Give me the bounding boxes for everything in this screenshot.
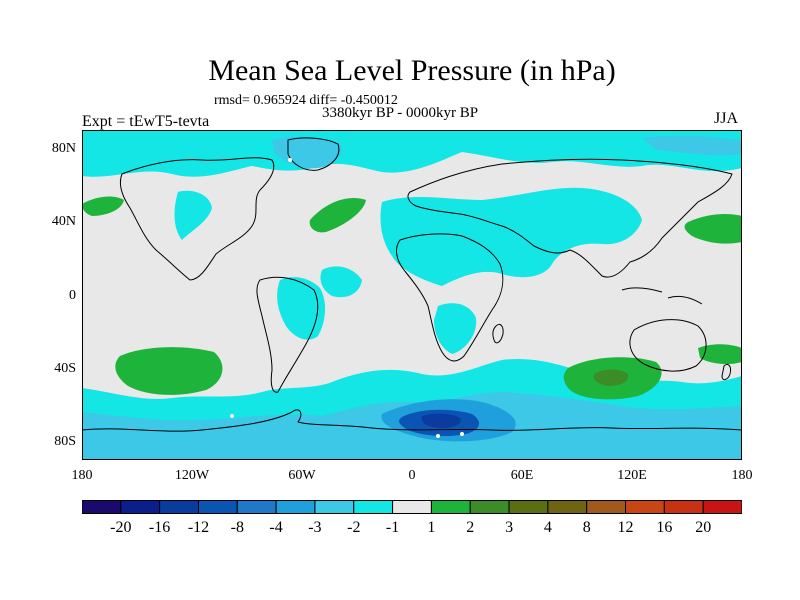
colorbar-label: 16 bbox=[656, 519, 673, 536]
coastline-australia bbox=[629, 319, 707, 372]
north-atlantic-high bbox=[309, 198, 366, 233]
noise-spots bbox=[230, 158, 464, 438]
colorbar-label: 1 bbox=[427, 519, 436, 536]
x-tick-label-60w: 60W bbox=[288, 468, 316, 483]
colorbar-swatch bbox=[469, 500, 510, 514]
colorbar-swatch bbox=[275, 500, 316, 514]
colorbar-label: 20 bbox=[695, 519, 712, 536]
colorbar-label: 3 bbox=[505, 519, 514, 536]
season-label: JJA bbox=[714, 110, 739, 127]
colorbar-swatch bbox=[547, 500, 588, 514]
noise-spot bbox=[288, 158, 292, 162]
colorbar-label: -20 bbox=[110, 519, 132, 536]
noise-spot bbox=[230, 414, 234, 418]
pressure-anomaly-map bbox=[82, 130, 742, 460]
x-tick-label-60e: 60E bbox=[510, 468, 534, 483]
colorbar-swatch bbox=[197, 500, 238, 514]
colorbar-swatch bbox=[353, 500, 394, 514]
colorbar-label: -3 bbox=[308, 519, 322, 536]
x-tick-label-120e: 120E bbox=[617, 468, 647, 483]
coastline-new-zealand bbox=[721, 363, 731, 381]
antarctic-low-deepest bbox=[421, 413, 461, 428]
colorbar-swatch bbox=[236, 500, 277, 514]
coastline-south-america bbox=[256, 276, 319, 393]
stats-text: rmsd= 0.965924 diff= -0.450012 bbox=[214, 93, 398, 108]
coastline-north-america bbox=[119, 157, 275, 281]
colorbar-label: -4 bbox=[269, 519, 283, 536]
x-tick-label-180e: 180 bbox=[731, 468, 753, 483]
colorbar-swatch bbox=[120, 500, 161, 514]
y-tick-label-equator: 0 bbox=[69, 288, 76, 303]
colorbar-swatch bbox=[392, 500, 432, 514]
colorbar-label: 4 bbox=[543, 519, 552, 536]
x-tick-label-0: 0 bbox=[408, 468, 416, 483]
colorbar-label: 12 bbox=[617, 519, 634, 536]
y-tick-label-40n: 40N bbox=[51, 214, 76, 229]
north-atlantic-low bbox=[174, 190, 212, 240]
y-tick-label-80n: 80N bbox=[51, 141, 76, 156]
colorbar-label: -12 bbox=[187, 519, 210, 536]
x-tick-label-180w: 180 bbox=[71, 468, 93, 483]
noise-spot bbox=[436, 434, 440, 438]
colorbar-swatch bbox=[586, 500, 627, 514]
south-pacific-high bbox=[115, 347, 223, 395]
colorbar-swatch bbox=[508, 500, 549, 514]
colorbar-label: -16 bbox=[148, 519, 171, 536]
colorbar-swatch bbox=[663, 500, 704, 514]
colorbar-label: -1 bbox=[385, 519, 400, 536]
colorbar-swatch bbox=[82, 500, 122, 514]
south-pacific-east-high bbox=[698, 344, 742, 365]
colorbar-label: -2 bbox=[347, 519, 361, 536]
colorbar-swatch bbox=[430, 500, 471, 514]
noise-spot bbox=[460, 432, 464, 436]
colorbar bbox=[82, 500, 742, 514]
colorbar-swatch bbox=[159, 500, 199, 514]
south-indian-high-core bbox=[593, 369, 629, 386]
asia-low-west bbox=[320, 266, 362, 298]
x-tick-label-120w: 120W bbox=[174, 468, 210, 483]
map-title: Mean Sea Level Pressure (in hPa) bbox=[208, 54, 616, 87]
period-text: 3380kyr BP - 0000kyr BP bbox=[322, 105, 479, 121]
west-pacific-high bbox=[684, 214, 742, 244]
coastline-eurasia bbox=[407, 158, 733, 278]
coastline-africa bbox=[396, 233, 504, 362]
coastline-indonesia bbox=[621, 287, 703, 305]
coastline-madagascar bbox=[492, 323, 504, 344]
colorbar-label: 2 bbox=[466, 519, 475, 536]
colorbar-swatch bbox=[625, 500, 665, 514]
y-tick-label-80s: 80S bbox=[54, 434, 76, 449]
colorbar-label: -8 bbox=[230, 519, 244, 536]
experiment-label: Expt = tEwT5-tevta bbox=[82, 113, 210, 130]
colorbar-swatch bbox=[314, 500, 355, 514]
arctic-negative-band bbox=[82, 130, 742, 177]
map-frame bbox=[82, 130, 742, 460]
north-pacific-high bbox=[82, 196, 124, 216]
colorbar-label: 8 bbox=[582, 519, 591, 536]
southern-africa-low bbox=[434, 303, 477, 354]
south-america-low bbox=[277, 277, 326, 340]
y-tick-label-40s: 40S bbox=[54, 361, 76, 376]
coastlines bbox=[82, 137, 742, 432]
arctic-low-east bbox=[642, 135, 742, 156]
coastline-antarctica bbox=[82, 409, 742, 432]
colorbar-swatch bbox=[702, 500, 742, 514]
south-pacific-low bbox=[82, 412, 322, 460]
coastline-greenland bbox=[287, 137, 340, 171]
